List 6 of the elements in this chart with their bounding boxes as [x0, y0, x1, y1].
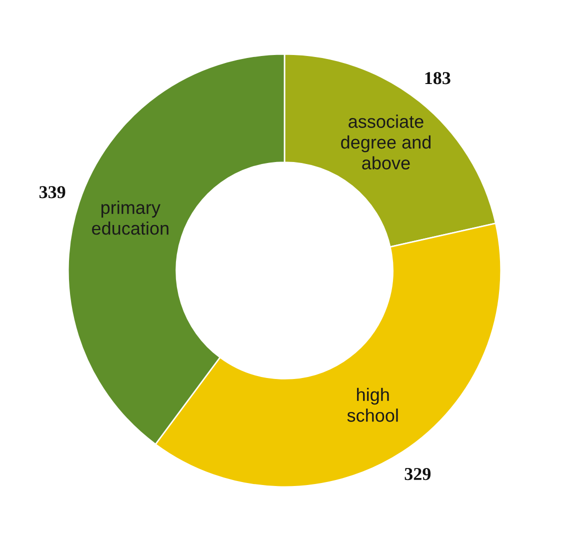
slice-label: primary education: [92, 200, 168, 235]
slice-label: associate degree and above: [341, 114, 431, 170]
data-label: 329: [404, 468, 431, 480]
data-label: 339: [39, 186, 66, 198]
data-label: 183: [425, 72, 450, 84]
slice-label: high school: [347, 388, 398, 422]
